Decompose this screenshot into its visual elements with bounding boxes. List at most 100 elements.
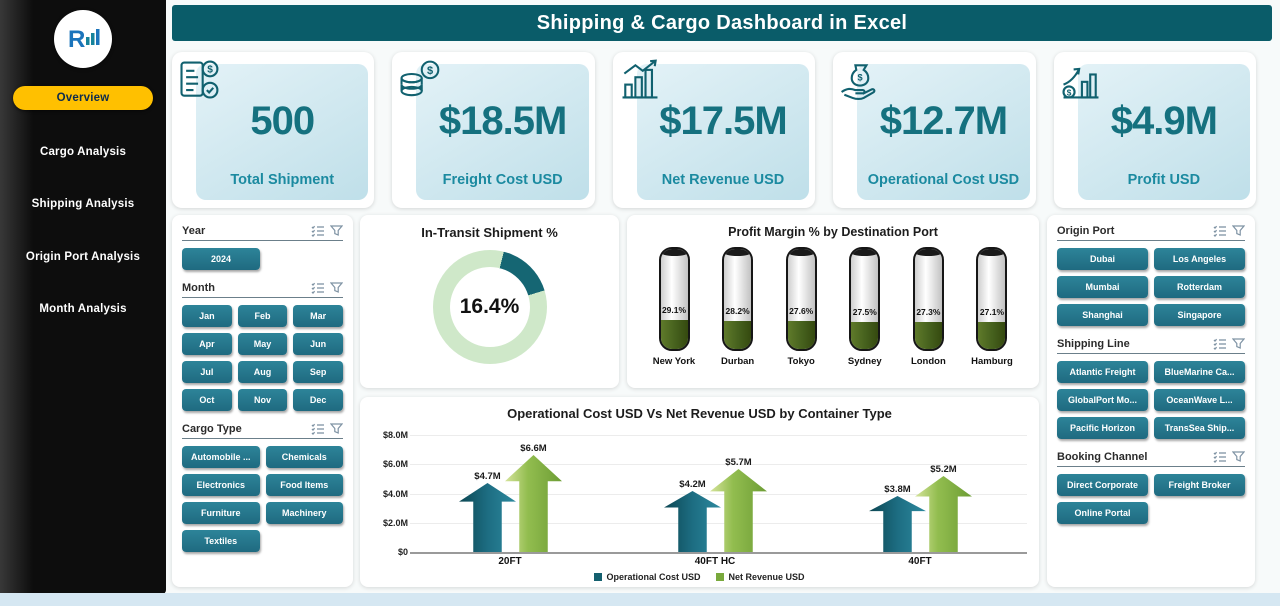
kpi-value: $17.5M bbox=[659, 98, 787, 143]
right-slicers-panel: Origin Port Dubai Los Angeles Mumbai Rotter… bbox=[1047, 215, 1255, 587]
slicer-option-rotterdam[interactable]: Rotterdam bbox=[1154, 276, 1245, 298]
slicer-title: Shipping Line bbox=[1057, 338, 1130, 350]
net-revenue-arrow: $5.7M bbox=[710, 457, 767, 552]
port-name: Tokyo bbox=[787, 356, 815, 367]
clear-filter-icon[interactable] bbox=[1232, 225, 1245, 237]
multiselect-icon[interactable] bbox=[1213, 338, 1227, 350]
gridline bbox=[410, 464, 1027, 466]
slicer-option-dec[interactable]: Dec bbox=[293, 389, 343, 411]
nav-shipping-analysis[interactable]: Shipping Analysis bbox=[31, 198, 135, 210]
slicer-option-nov[interactable]: Nov bbox=[237, 389, 288, 411]
slicer-option-atlantic-freight[interactable]: Atlantic Freight bbox=[1057, 361, 1148, 383]
cylinder-gauge: 28.2% bbox=[722, 247, 754, 351]
slicer-option-transsea-ship[interactable]: TransSea Ship... bbox=[1154, 417, 1245, 439]
kpi-profit: $ $4.9M Profit USD bbox=[1053, 52, 1257, 208]
slicer-option-furniture[interactable]: Furniture bbox=[182, 502, 260, 524]
cylinder-gauge: 27.5% bbox=[849, 247, 881, 351]
slicer-option-automobile[interactable]: Automobile ... bbox=[182, 446, 260, 468]
kpi-panel: $18.5M Freight Cost USD bbox=[416, 64, 589, 200]
slicer-title: Year bbox=[182, 225, 206, 237]
multiselect-icon[interactable] bbox=[311, 225, 325, 237]
slicer-option-shanghai[interactable]: Shanghai bbox=[1057, 304, 1148, 326]
slicer-controls bbox=[1213, 225, 1245, 237]
clear-filter-icon[interactable] bbox=[330, 225, 343, 237]
cargo-type-options: Automobile ... Chemicals Electronics Food I… bbox=[182, 446, 343, 552]
slicer-option-direct-corporate[interactable]: Direct Corporate bbox=[1057, 474, 1148, 496]
slicer-option-freight-broker[interactable]: Freight Broker bbox=[1154, 474, 1245, 496]
multiselect-icon[interactable] bbox=[1213, 225, 1227, 237]
slicer-option-feb[interactable]: Feb bbox=[237, 305, 288, 327]
in-transit-panel: In-Transit Shipment % 16.4% bbox=[360, 215, 619, 388]
slicer-option-aug[interactable]: Aug bbox=[237, 361, 288, 383]
shipping-line-options: Atlantic Freight BlueMarine Ca... GlobalPo… bbox=[1057, 361, 1245, 439]
kpi-label: Net Revenue USD bbox=[661, 172, 785, 188]
chart-title: Operational Cost USD Vs Net Revenue USD … bbox=[507, 406, 892, 421]
profit-cylinder-hamburg: 27.1% Hamburg bbox=[963, 247, 1021, 367]
bar-group-40ft-hc: $4.2M $5.7M bbox=[664, 457, 767, 552]
profit-cylinder-london: 27.3% London bbox=[899, 247, 957, 367]
slicer-option-2024[interactable]: 2024 bbox=[182, 248, 260, 270]
coins-icon: $ bbox=[396, 57, 442, 108]
bottom-scroll-strip bbox=[0, 593, 1280, 606]
nav-overview[interactable]: Overview bbox=[13, 86, 153, 110]
slicer-option-textiles[interactable]: Textiles bbox=[182, 530, 260, 552]
nav-cargo-analysis[interactable]: Cargo Analysis bbox=[39, 146, 127, 158]
slicer-option-chemicals[interactable]: Chemicals bbox=[265, 446, 343, 468]
svg-text:R: R bbox=[68, 26, 85, 53]
bar-value-label: $4.7M bbox=[474, 471, 501, 482]
clear-filter-icon[interactable] bbox=[330, 423, 343, 435]
slicer-option-mumbai[interactable]: Mumbai bbox=[1057, 276, 1148, 298]
cylinder-fill bbox=[978, 321, 1006, 349]
clear-filter-icon[interactable] bbox=[1232, 338, 1245, 350]
port-name: Hamburg bbox=[971, 356, 1013, 367]
port-name: Durban bbox=[720, 356, 755, 367]
slicer-option-food-items[interactable]: Food Items bbox=[265, 474, 343, 496]
dashboard-title-bar: Shipping & Cargo Dashboard in Excel bbox=[172, 5, 1272, 41]
slicer-option-singapore[interactable]: Singapore bbox=[1154, 304, 1245, 326]
slicer-option-apr[interactable]: Apr bbox=[182, 333, 232, 355]
slicer-option-oceanwave-l[interactable]: OceanWave L... bbox=[1154, 389, 1245, 411]
legend-label: Operational Cost USD bbox=[606, 572, 701, 582]
net-revenue-arrow: $5.2M bbox=[915, 464, 972, 552]
cylinder-fill bbox=[724, 320, 752, 349]
profit-growth-icon: $ bbox=[1058, 57, 1104, 108]
legend-swatch-green bbox=[716, 573, 725, 581]
cylinder-value: 28.2% bbox=[725, 305, 750, 316]
slicer-option-online-portal[interactable]: Online Portal bbox=[1057, 502, 1148, 524]
slicer-option-machinery[interactable]: Machinery bbox=[265, 502, 343, 524]
clear-filter-icon[interactable] bbox=[330, 282, 343, 294]
x-axis-category: 20FT bbox=[498, 556, 522, 567]
slicer-option-jan[interactable]: Jan bbox=[182, 305, 232, 327]
slicer-option-may[interactable]: May bbox=[237, 333, 288, 355]
profit-cylinder-new-york: 29.1% New York bbox=[645, 247, 703, 367]
multiselect-icon[interactable] bbox=[311, 423, 325, 435]
cylinder-cap bbox=[787, 249, 815, 256]
slicer-option-oct[interactable]: Oct bbox=[182, 389, 232, 411]
slicer-option-dubai[interactable]: Dubai bbox=[1057, 248, 1148, 270]
clear-filter-icon[interactable] bbox=[1232, 451, 1245, 463]
port-name: Sydney bbox=[847, 356, 882, 367]
multiselect-icon[interactable] bbox=[311, 282, 325, 294]
slicer-option-globalport-mo[interactable]: GlobalPort Mo... bbox=[1057, 389, 1148, 411]
kpi-row: $ 500 Total Shipment $ $18.5M Freight Co… bbox=[172, 52, 1257, 208]
slicer-header-shipping-line: Shipping Line bbox=[1057, 336, 1245, 354]
slicer-option-los-angeles[interactable]: Los Angeles bbox=[1154, 248, 1245, 270]
svg-text:$: $ bbox=[1066, 89, 1071, 98]
multiselect-icon[interactable] bbox=[1213, 451, 1227, 463]
cylinder-value: 27.3% bbox=[916, 306, 941, 317]
slicer-option-jun[interactable]: Jun bbox=[293, 333, 343, 355]
bar-group-40ft: $3.8M $5.2M bbox=[869, 464, 972, 552]
slicer-option-pacific-horizon[interactable]: Pacific Horizon bbox=[1057, 417, 1148, 439]
bar-group-20ft: $4.7M $6.6M bbox=[459, 443, 562, 552]
slicer-option-bluemarine-ca[interactable]: BlueMarine Ca... bbox=[1154, 361, 1245, 383]
nav-origin-port-analysis[interactable]: Origin Port Analysis bbox=[25, 251, 141, 263]
slicer-option-mar[interactable]: Mar bbox=[293, 305, 343, 327]
slicer-option-electronics[interactable]: Electronics bbox=[182, 474, 260, 496]
slicer-option-jul[interactable]: Jul bbox=[182, 361, 232, 383]
y-axis-tick: $6.0M bbox=[382, 459, 408, 470]
port-name: London bbox=[910, 356, 946, 367]
kpi-value: $12.7M bbox=[879, 98, 1008, 143]
slicer-option-sep[interactable]: Sep bbox=[293, 361, 343, 383]
filters-panel: Year 2024 Month Jan Feb Mar Apr May Jun Jul Aug… bbox=[172, 215, 353, 587]
nav-month-analysis[interactable]: Month Analysis bbox=[39, 303, 127, 315]
